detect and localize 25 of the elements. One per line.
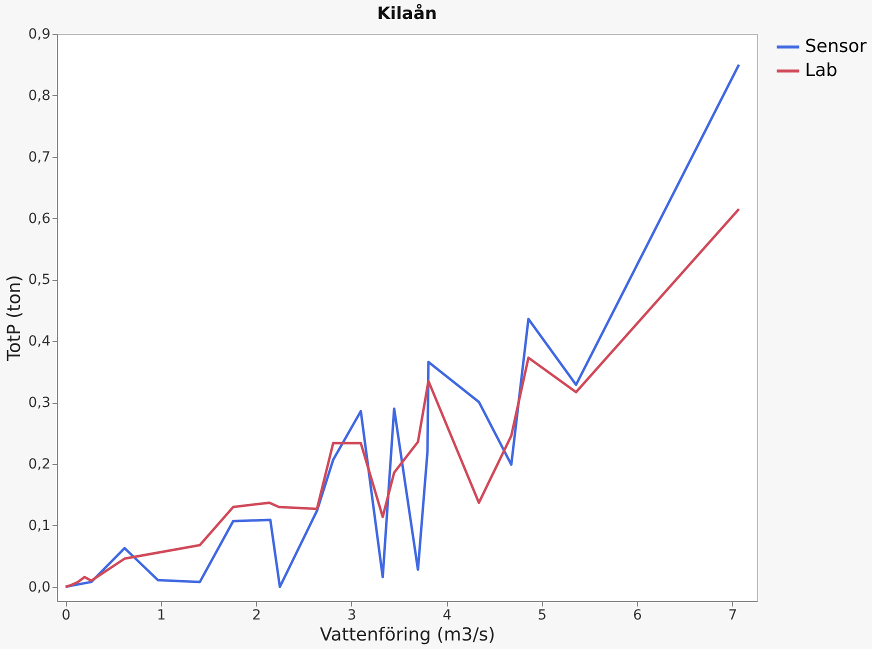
y-tick-label: 0,0 bbox=[28, 579, 50, 596]
x-axis-title: Vattenföring (m3/s) bbox=[320, 624, 496, 646]
line-series bbox=[64, 63, 740, 588]
y-tick-label: 0,2 bbox=[28, 456, 50, 473]
y-tick-label: 0,8 bbox=[28, 88, 50, 104]
y-tick-label: 0,7 bbox=[28, 149, 50, 166]
y-tick-label: 0,1 bbox=[28, 518, 50, 534]
chart-title: Kilaån bbox=[377, 3, 437, 24]
y-axis-title: TotP (ton) bbox=[4, 274, 26, 362]
x-tick-label: 6 bbox=[633, 608, 642, 624]
x-tick-label: 3 bbox=[347, 608, 356, 624]
x-tick-label: 4 bbox=[442, 608, 452, 624]
line-series bbox=[64, 208, 740, 588]
y-tick-label: 0,4 bbox=[28, 334, 51, 350]
x-tick-label: 0 bbox=[62, 608, 71, 624]
legend-label: Lab bbox=[805, 60, 838, 81]
y-tick-label: 0,9 bbox=[28, 26, 50, 42]
x-tick-label: 7 bbox=[728, 608, 738, 624]
y-tick-label: 0,6 bbox=[28, 210, 51, 227]
y-tick-label: 0,5 bbox=[28, 272, 50, 288]
x-tick-label: 2 bbox=[252, 608, 262, 624]
legend-label: Sensor bbox=[805, 36, 868, 57]
x-tick-label: 1 bbox=[156, 608, 166, 624]
y-tick-label: 0,3 bbox=[28, 395, 50, 412]
x-tick-label: 5 bbox=[538, 608, 547, 624]
